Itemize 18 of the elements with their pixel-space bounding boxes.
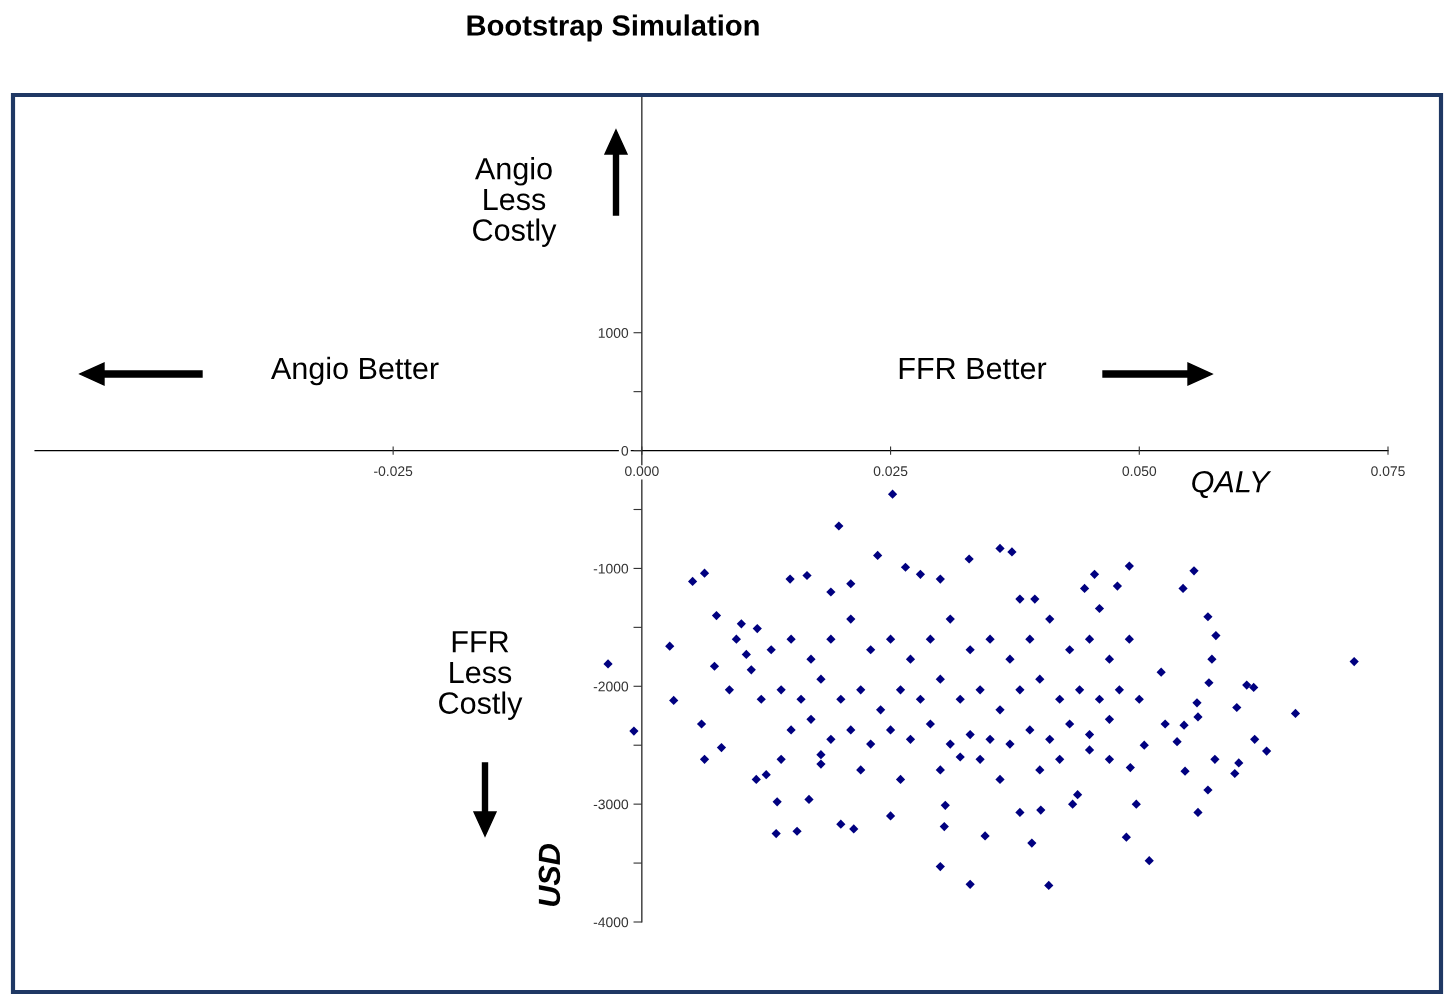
y-tick-label: -3000 <box>593 799 629 810</box>
annotation: Angio Better <box>270 356 439 386</box>
annotation: FFR Better <box>899 357 1047 380</box>
x-tick-label: 0.000 <box>625 466 659 477</box>
x-tick-label: -0.025 <box>374 466 413 477</box>
chart-title: Bootstrap Simulation <box>467 14 759 42</box>
x-tick-label: 0.050 <box>1122 466 1157 477</box>
y-tick-label: -4000 <box>593 917 629 928</box>
annotation: FFR Less Costly <box>439 631 523 720</box>
y-tick-label: 1000 <box>598 328 629 338</box>
y-tick-label: 0 <box>621 445 629 456</box>
y-axis-title: USD <box>538 844 561 906</box>
annotation: Angio Less Costly <box>473 157 557 247</box>
x-tick-label: 0.075 <box>1371 466 1405 477</box>
y-tick-label: -2000 <box>593 681 629 692</box>
y-tick-label: -1000 <box>593 563 629 574</box>
x-axis-title: QALY <box>1192 470 1272 499</box>
x-tick-label: 0.025 <box>873 466 908 477</box>
